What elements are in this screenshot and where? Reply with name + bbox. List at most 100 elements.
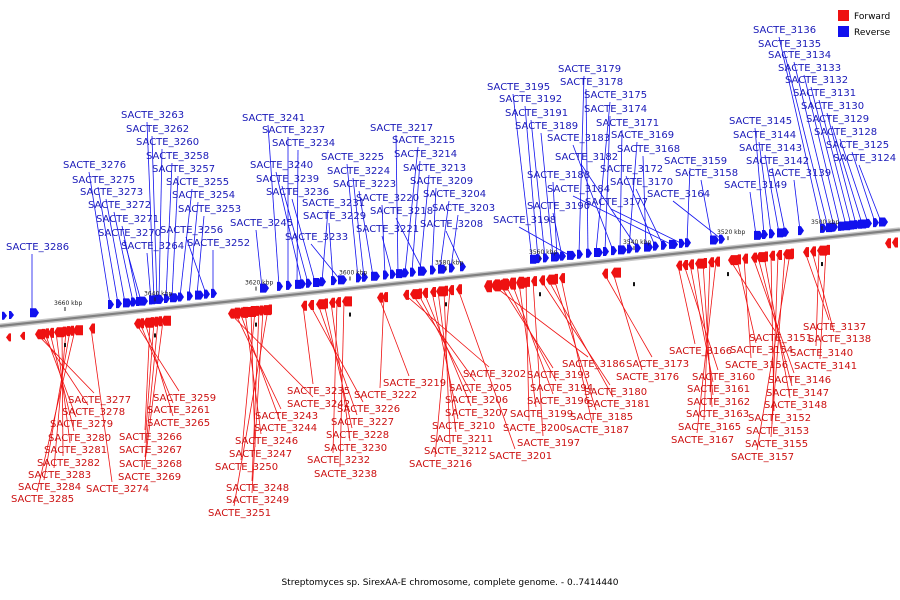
forward-gene-label[interactable]: SACTE_3228 <box>326 430 389 441</box>
forward-gene-label[interactable]: SACTE_3265 <box>147 418 210 429</box>
reverse-gene-arrow[interactable] <box>798 226 804 236</box>
forward-gene-label[interactable]: SACTE_3266 <box>119 432 182 443</box>
forward-gene-arrow[interactable] <box>20 331 25 340</box>
forward-gene-arrow[interactable] <box>89 323 95 334</box>
forward-gene-label[interactable]: SACTE_3238 <box>314 469 377 480</box>
forward-gene-label[interactable]: SACTE_3167 <box>671 435 734 446</box>
reverse-gene-label[interactable]: SACTE_3229 <box>303 211 366 222</box>
forward-gene-label[interactable]: SACTE_3281 <box>44 445 107 456</box>
forward-gene-label[interactable]: SACTE_3246 <box>235 436 298 447</box>
forward-gene-arrow[interactable] <box>769 250 775 261</box>
forward-gene-arrow[interactable] <box>422 287 428 298</box>
forward-gene-arrow[interactable] <box>484 280 492 293</box>
forward-gene-arrow[interactable] <box>240 306 248 318</box>
reverse-gene-arrow[interactable] <box>555 252 561 262</box>
reverse-gene-label[interactable]: SACTE_3195 <box>487 82 550 93</box>
reverse-gene-arrow[interactable] <box>2 311 7 320</box>
reverse-gene-arrow[interactable] <box>873 218 879 228</box>
forward-gene-arrow[interactable] <box>161 315 171 326</box>
reverse-gene-label[interactable]: SACTE_3190 <box>527 201 590 212</box>
reverse-gene-label[interactable]: SACTE_3254 <box>172 190 235 201</box>
reverse-gene-label[interactable]: SACTE_3252 <box>187 238 250 249</box>
forward-gene-arrow[interactable] <box>228 308 234 319</box>
forward-gene-arrow[interactable] <box>48 327 54 338</box>
forward-gene-label[interactable]: SACTE_3284 <box>18 482 81 493</box>
reverse-gene-arrow[interactable] <box>603 246 609 256</box>
forward-gene-label[interactable]: SACTE_3140 <box>790 348 853 359</box>
forward-gene-label[interactable]: SACTE_3248 <box>226 483 289 494</box>
reverse-gene-label[interactable]: SACTE_3149 <box>724 180 787 191</box>
forward-gene-arrow[interactable] <box>688 259 694 270</box>
forward-gene-arrow[interactable] <box>416 288 422 299</box>
forward-gene-label[interactable]: SACTE_3151 <box>749 333 812 344</box>
reverse-gene-arrow[interactable] <box>396 269 405 279</box>
forward-gene-label[interactable]: SACTE_3283 <box>28 470 91 481</box>
reverse-gene-label[interactable]: SACTE_3264 <box>121 241 184 252</box>
reverse-gene-arrow[interactable] <box>306 278 312 288</box>
forward-gene-arrow[interactable] <box>248 305 256 317</box>
forward-gene-label[interactable]: SACTE_3268 <box>119 459 182 470</box>
forward-gene-arrow[interactable] <box>531 276 537 287</box>
reverse-gene-label[interactable]: SACTE_3224 <box>327 166 390 177</box>
reverse-gene-label[interactable]: SACTE_3273 <box>80 187 143 198</box>
forward-gene-label[interactable]: SACTE_3155 <box>745 439 808 450</box>
forward-gene-label[interactable]: SACTE_3243 <box>255 411 318 422</box>
forward-gene-label[interactable]: SACTE_3194 <box>530 383 593 394</box>
reverse-gene-label[interactable]: SACTE_3171 <box>596 118 659 129</box>
forward-gene-arrow[interactable] <box>382 292 388 303</box>
forward-gene-label[interactable]: SACTE_3285 <box>11 494 74 505</box>
reverse-gene-arrow[interactable] <box>627 244 633 254</box>
forward-gene-label[interactable]: SACTE_3280 <box>48 433 111 444</box>
reverse-gene-label[interactable]: SACTE_3182 <box>555 152 618 163</box>
forward-gene-arrow[interactable] <box>266 304 272 315</box>
forward-gene-label[interactable]: SACTE_3261 <box>147 405 210 416</box>
reverse-gene-arrow[interactable] <box>762 229 768 239</box>
forward-gene-label[interactable]: SACTE_3206 <box>445 395 508 406</box>
forward-gene-label[interactable]: SACTE_3153 <box>746 426 809 437</box>
reverse-gene-arrow[interactable] <box>260 283 269 293</box>
forward-gene-arrow[interactable] <box>500 278 508 291</box>
reverse-gene-arrow[interactable] <box>320 277 326 287</box>
reverse-gene-arrow[interactable] <box>338 275 347 285</box>
forward-gene-arrow[interactable] <box>602 268 608 279</box>
reverse-gene-arrow[interactable] <box>403 268 409 278</box>
reverse-gene-arrow[interactable] <box>840 221 847 231</box>
reverse-gene-arrow[interactable] <box>371 271 380 281</box>
reverse-gene-label[interactable]: SACTE_3142 <box>746 156 809 167</box>
forward-gene-arrow[interactable] <box>751 252 757 263</box>
reverse-gene-arrow[interactable] <box>123 298 132 308</box>
forward-gene-arrow[interactable] <box>257 305 263 316</box>
forward-gene-arrow[interactable] <box>682 260 688 271</box>
forward-gene-arrow[interactable] <box>301 300 307 311</box>
reverse-gene-arrow[interactable] <box>108 299 114 309</box>
forward-gene-label[interactable]: SACTE_3196 <box>527 396 590 407</box>
forward-gene-label[interactable]: SACTE_3244 <box>254 423 317 434</box>
forward-gene-label[interactable]: SACTE_3187 <box>566 425 629 436</box>
reverse-gene-arrow[interactable] <box>204 289 210 299</box>
forward-gene-label[interactable]: SACTE_3162 <box>687 397 750 408</box>
reverse-gene-label[interactable]: SACTE_3260 <box>136 137 199 148</box>
forward-gene-label[interactable]: SACTE_3250 <box>215 462 278 473</box>
forward-gene-arrow[interactable] <box>508 277 516 290</box>
forward-gene-label[interactable]: SACTE_3161 <box>687 384 750 395</box>
reverse-gene-arrow[interactable] <box>331 276 337 286</box>
forward-gene-label[interactable]: SACTE_3181 <box>587 399 650 410</box>
reverse-gene-arrow[interactable] <box>866 218 872 228</box>
reverse-gene-label[interactable]: SACTE_3184 <box>547 184 610 195</box>
forward-gene-label[interactable]: SACTE_3147 <box>766 388 829 399</box>
forward-gene-label[interactable]: SACTE_3180 <box>584 387 647 398</box>
reverse-gene-label[interactable]: SACTE_3189 <box>515 121 578 132</box>
reverse-gene-arrow[interactable] <box>879 217 888 227</box>
forward-gene-label[interactable]: SACTE_3205 <box>449 383 512 394</box>
reverse-gene-arrow[interactable] <box>653 241 659 251</box>
reverse-gene-arrow[interactable] <box>820 223 827 233</box>
forward-gene-arrow[interactable] <box>742 253 748 264</box>
reverse-gene-label[interactable]: SACTE_3218 <box>370 206 433 217</box>
forward-gene-label[interactable]: SACTE_3141 <box>794 361 857 372</box>
reverse-gene-label[interactable]: SACTE_3236 <box>266 187 329 198</box>
reverse-gene-label[interactable]: SACTE_3178 <box>560 77 623 88</box>
reverse-gene-arrow[interactable] <box>611 246 617 256</box>
forward-gene-arrow[interactable] <box>60 326 66 337</box>
forward-gene-label[interactable]: SACTE_3165 <box>678 422 741 433</box>
reverse-gene-arrow[interactable] <box>560 251 566 261</box>
